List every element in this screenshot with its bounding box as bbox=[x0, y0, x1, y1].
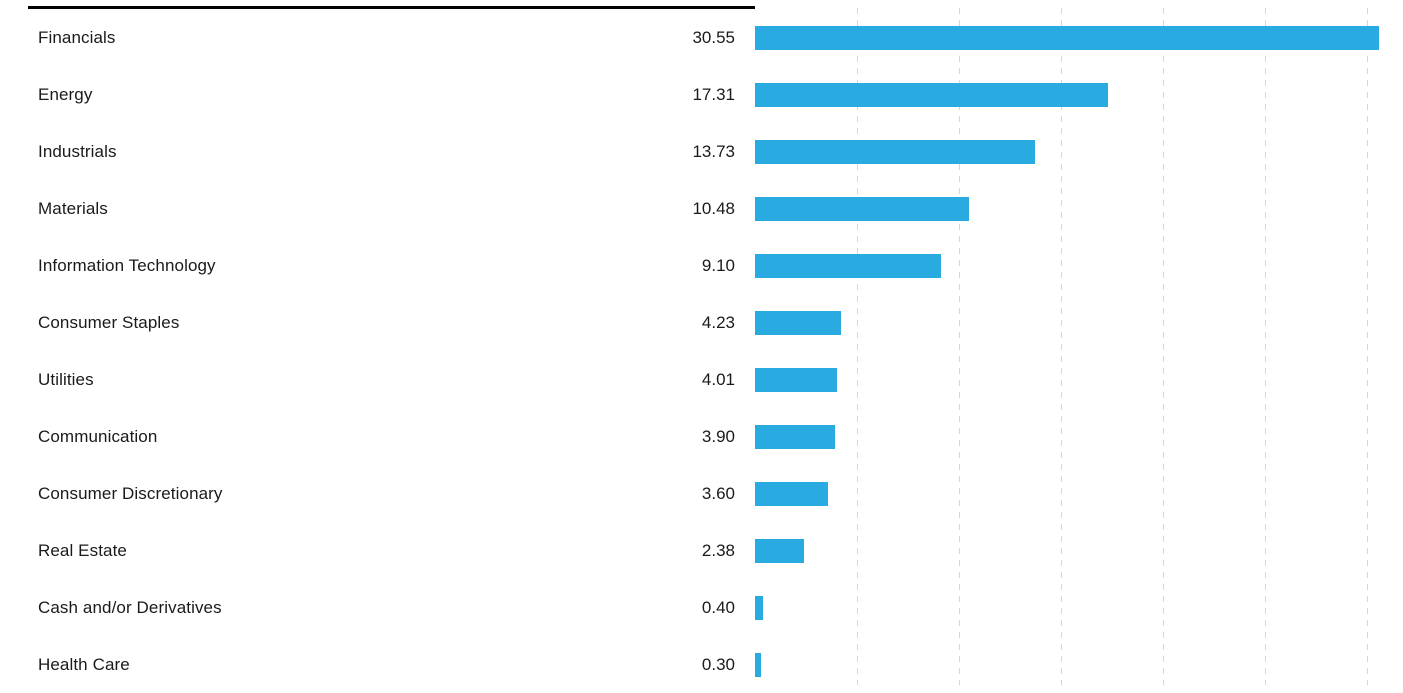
bar-area bbox=[755, 481, 1403, 506]
bar bbox=[755, 538, 804, 563]
bar bbox=[755, 481, 829, 506]
chart-row: Communication 3.90 bbox=[0, 408, 1403, 465]
chart-row: Industrials 13.73 bbox=[0, 123, 1403, 180]
gridline bbox=[1061, 8, 1063, 685]
bar bbox=[755, 139, 1036, 164]
value-label: 0.30 bbox=[701, 654, 735, 674]
chart-row: Materials 10.48 bbox=[0, 180, 1403, 237]
category-label: Real Estate bbox=[38, 540, 127, 560]
value-label: 4.01 bbox=[701, 369, 735, 389]
chart-row: Information Technology 9.10 bbox=[0, 237, 1403, 294]
chart-row: Utilities 4.01 bbox=[0, 351, 1403, 408]
chart-row: Cash and/or Derivatives 0.40 bbox=[0, 579, 1403, 636]
gridline bbox=[959, 8, 961, 685]
bar bbox=[755, 595, 764, 620]
gridline bbox=[1163, 8, 1165, 685]
value-label: 0.40 bbox=[701, 597, 735, 617]
value-label: 3.90 bbox=[701, 426, 735, 446]
value-label: 3.60 bbox=[701, 483, 735, 503]
category-label: Communication bbox=[38, 426, 158, 446]
value-label: 17.31 bbox=[692, 84, 735, 104]
bar-area bbox=[755, 538, 1403, 563]
gridline bbox=[1367, 8, 1369, 685]
category-label: Consumer Staples bbox=[38, 312, 180, 332]
category-label: Cash and/or Derivatives bbox=[38, 597, 222, 617]
bar bbox=[755, 310, 842, 335]
chart-row: Financials 30.55 bbox=[0, 9, 1403, 66]
value-label: 30.55 bbox=[692, 27, 735, 47]
bar-area bbox=[755, 25, 1403, 50]
gridlines bbox=[755, 8, 1403, 685]
gridline bbox=[1265, 8, 1267, 685]
bar bbox=[755, 25, 1379, 50]
bar-area bbox=[755, 424, 1403, 449]
chart-rows: Financials 30.55 Energy 17.31 Industrials 13.… bbox=[0, 9, 1403, 693]
gridline bbox=[857, 8, 859, 685]
chart-row: Energy 17.31 bbox=[0, 66, 1403, 123]
bar bbox=[755, 82, 1109, 107]
category-label: Industrials bbox=[38, 141, 117, 161]
chart-row: Real Estate 2.38 bbox=[0, 522, 1403, 579]
chart-row: Health Care 0.30 bbox=[0, 636, 1403, 693]
value-label: 9.10 bbox=[701, 255, 735, 275]
chart-row: Consumer Discretionary 3.60 bbox=[0, 465, 1403, 522]
bar-area bbox=[755, 196, 1403, 221]
bar bbox=[755, 196, 969, 221]
value-label: 13.73 bbox=[692, 141, 735, 161]
bar-area bbox=[755, 82, 1403, 107]
bar-area bbox=[755, 310, 1403, 335]
category-label: Energy bbox=[38, 84, 93, 104]
category-label: Health Care bbox=[38, 654, 130, 674]
bar bbox=[755, 367, 837, 392]
value-label: 2.38 bbox=[701, 540, 735, 560]
bar-area bbox=[755, 652, 1403, 677]
chart-row: Consumer Staples 4.23 bbox=[0, 294, 1403, 351]
category-label: Information Technology bbox=[38, 255, 216, 275]
bar-area bbox=[755, 367, 1403, 392]
header-rule bbox=[28, 6, 755, 9]
bar-area bbox=[755, 253, 1403, 278]
bar-area bbox=[755, 595, 1403, 620]
bar bbox=[755, 253, 941, 278]
category-label: Materials bbox=[38, 198, 108, 218]
bar bbox=[755, 652, 762, 677]
value-label: 4.23 bbox=[701, 312, 735, 332]
value-label: 10.48 bbox=[692, 198, 735, 218]
bar bbox=[755, 424, 835, 449]
category-label: Financials bbox=[38, 27, 116, 47]
category-label: Utilities bbox=[38, 369, 94, 389]
category-label: Consumer Discretionary bbox=[38, 483, 223, 503]
bar-area bbox=[755, 139, 1403, 164]
